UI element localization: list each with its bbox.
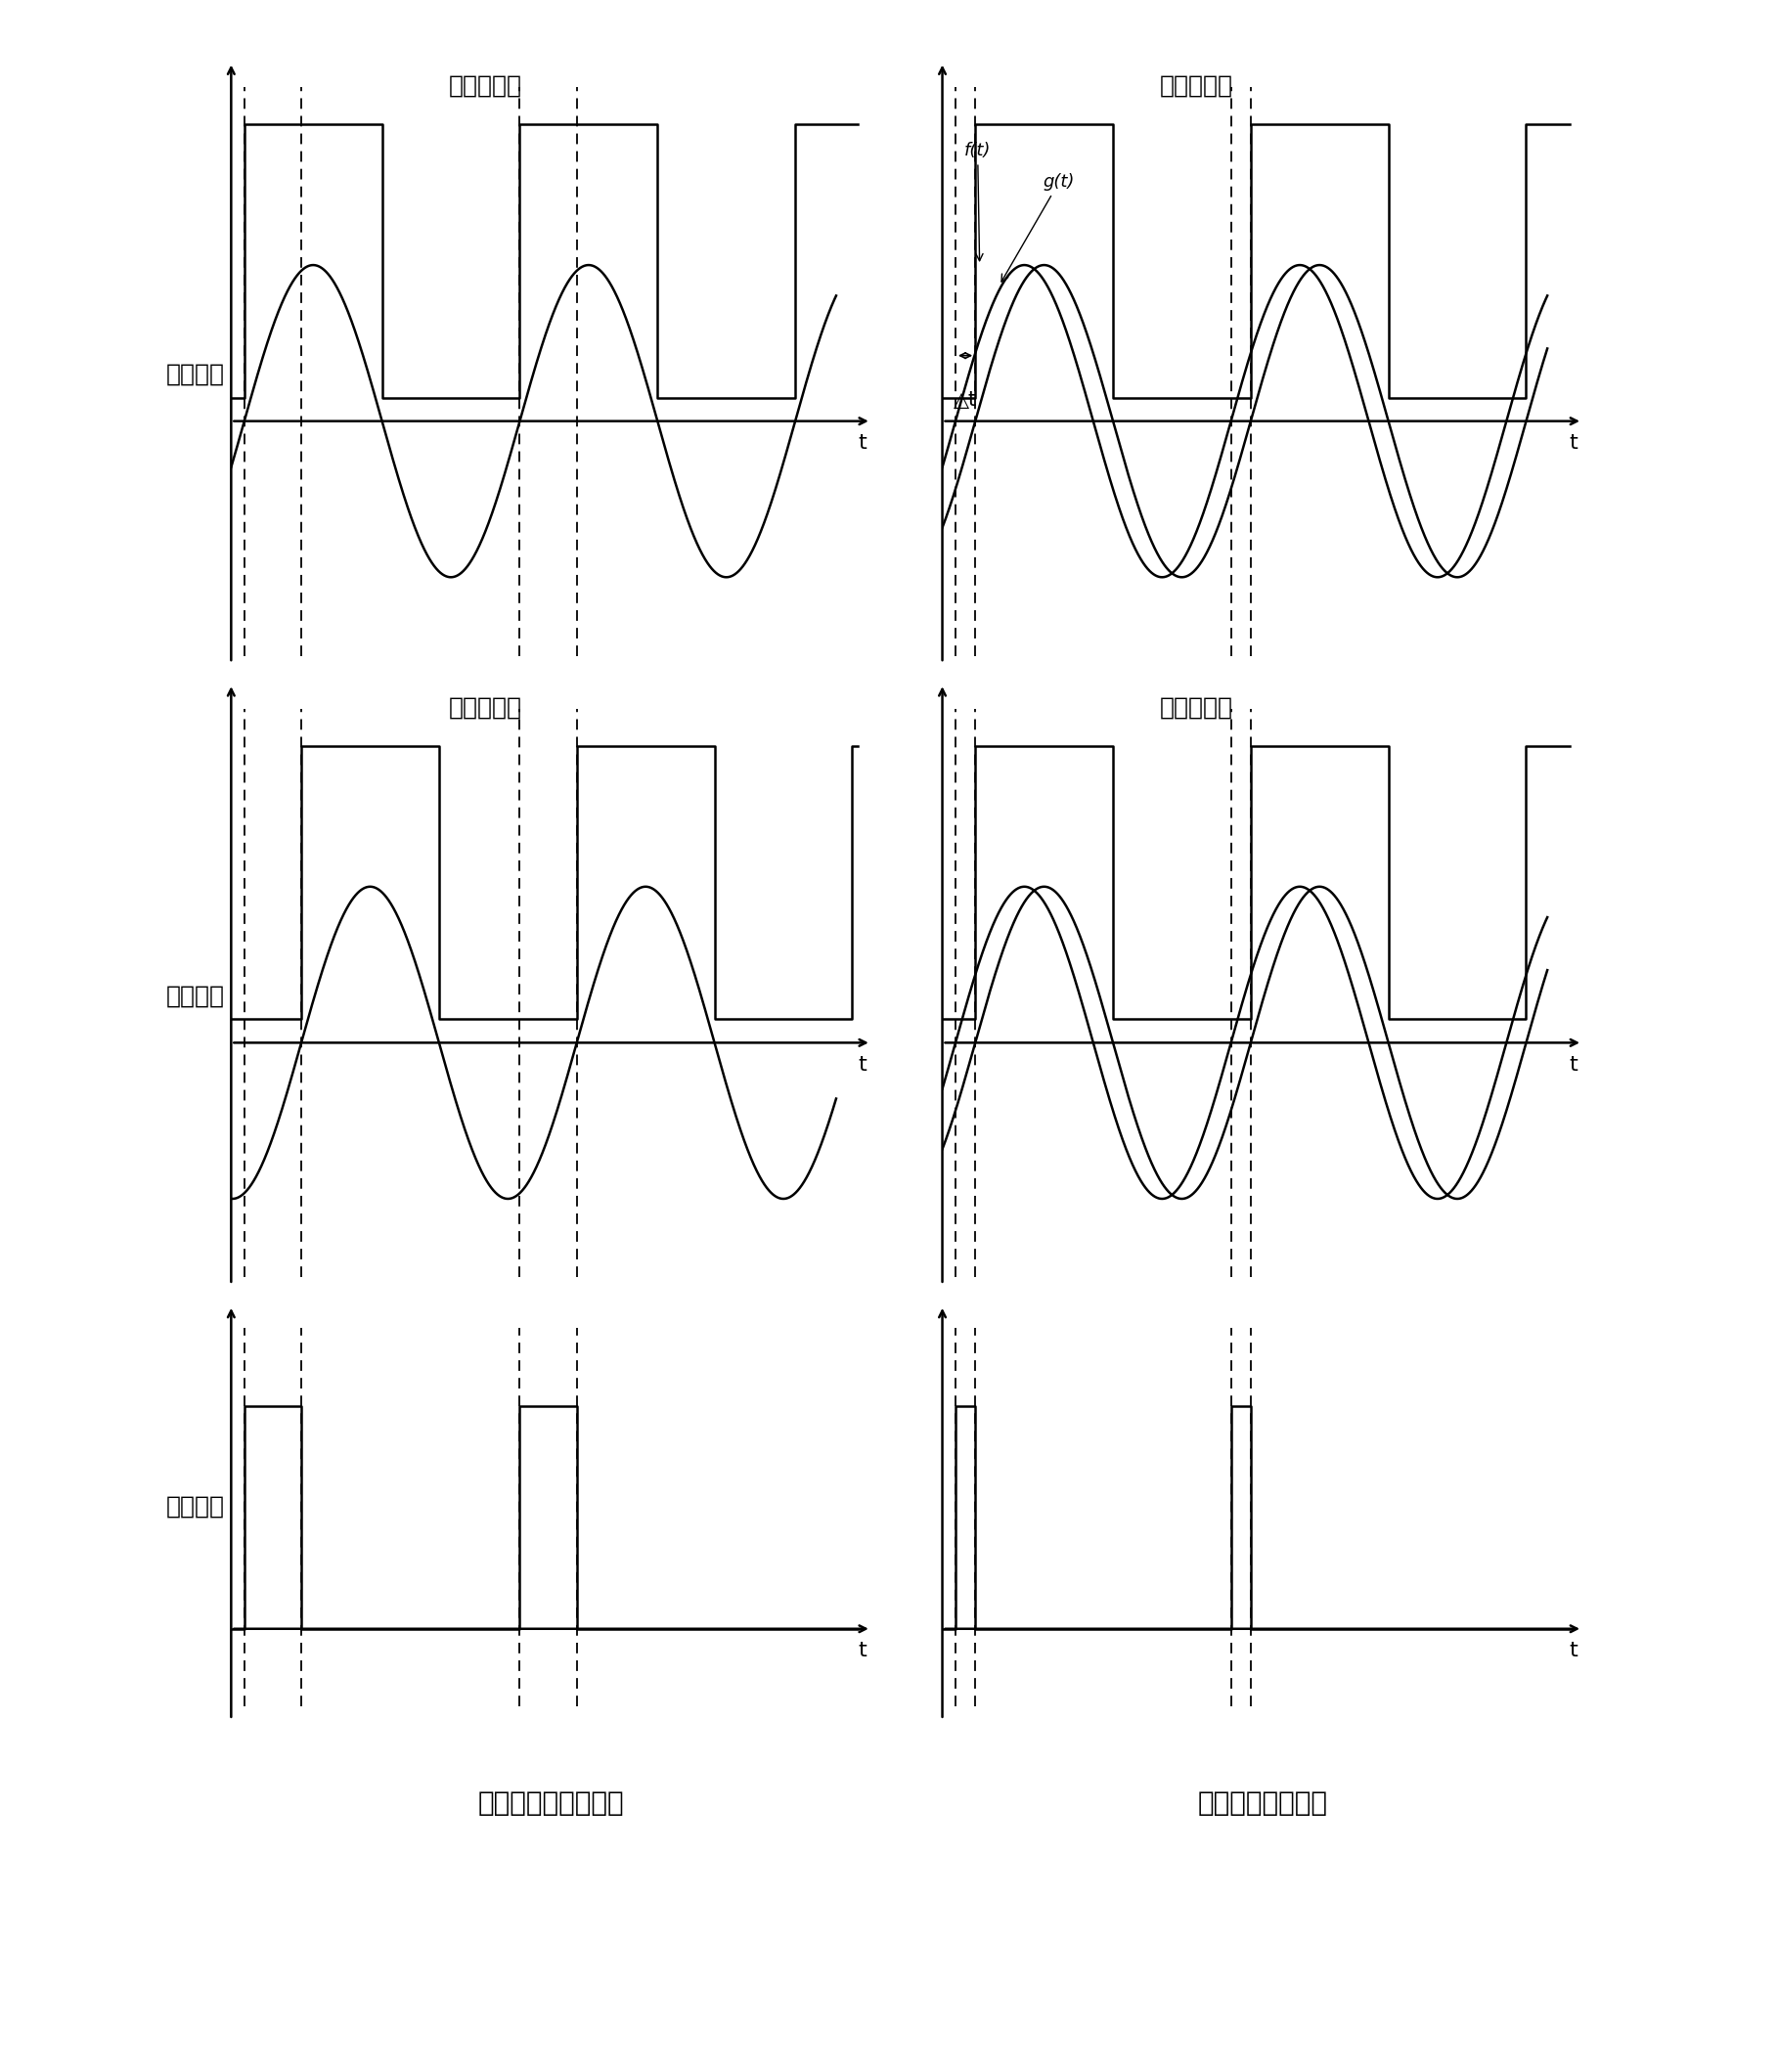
Text: g(t): g(t) (1001, 174, 1076, 282)
Text: 矩形波信号: 矩形波信号 (1159, 75, 1234, 97)
Text: 传统过零点法示意图: 传统过零点法示意图 (478, 1788, 624, 1817)
Text: 本发明原理示意图: 本发明原理示意图 (1197, 1788, 1328, 1817)
Text: 矩形波信号: 矩形波信号 (1159, 696, 1234, 719)
Text: t: t (859, 433, 866, 454)
Text: t: t (1570, 433, 1577, 454)
Text: 基准信号: 基准信号 (165, 363, 224, 385)
Text: t: t (859, 1055, 866, 1075)
Text: t: t (1570, 1641, 1577, 1660)
Text: △t: △t (953, 390, 978, 410)
Text: 矩形波信号: 矩形波信号 (448, 75, 523, 97)
Text: 测量信号: 测量信号 (165, 984, 224, 1007)
Text: t: t (1570, 1055, 1577, 1075)
Text: 矩形波信号: 矩形波信号 (448, 696, 523, 719)
Text: 脉冲信号: 脉冲信号 (165, 1494, 224, 1519)
Text: t: t (859, 1641, 866, 1660)
Text: f(t): f(t) (964, 143, 990, 261)
